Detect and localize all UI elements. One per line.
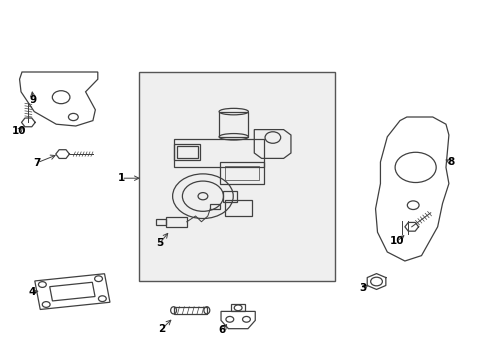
Bar xyxy=(139,72,334,281)
Text: 6: 6 xyxy=(219,325,225,336)
Text: 4: 4 xyxy=(28,287,36,297)
Text: 8: 8 xyxy=(447,157,453,167)
Text: 2: 2 xyxy=(158,324,164,334)
Text: 5: 5 xyxy=(156,238,163,248)
Text: 10: 10 xyxy=(11,126,26,136)
Text: 1: 1 xyxy=(118,173,124,183)
Text: 9: 9 xyxy=(30,95,37,105)
Text: 3: 3 xyxy=(359,283,366,293)
Text: 10: 10 xyxy=(389,236,404,246)
Text: 7: 7 xyxy=(33,158,41,168)
